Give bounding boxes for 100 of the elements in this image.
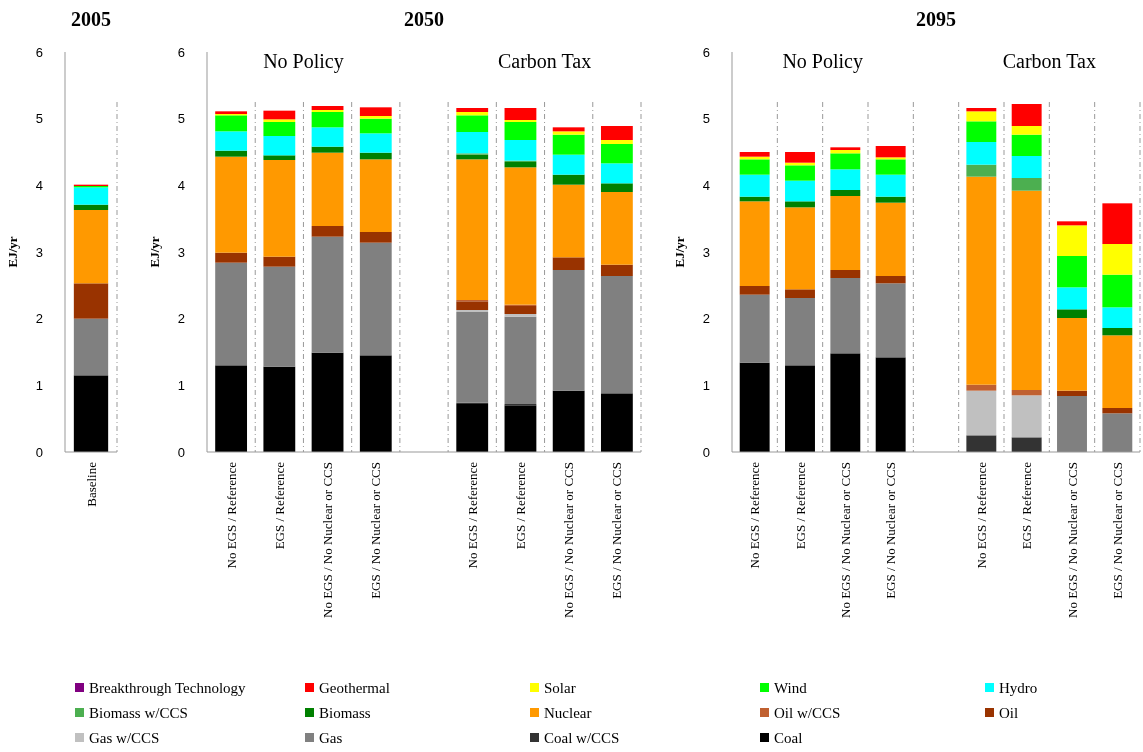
bar	[456, 108, 489, 112]
bar	[263, 266, 296, 367]
bar	[263, 155, 296, 160]
x-tick-label: EGS / No Nuclear or CCS	[883, 462, 899, 599]
bar	[552, 134, 585, 155]
bar	[600, 393, 633, 452]
bar	[1011, 390, 1042, 396]
x-tick-label: No EGS / Reference	[223, 461, 239, 569]
x-tick-label: No EGS / Reference	[464, 461, 480, 569]
bar	[73, 283, 109, 319]
bar	[830, 196, 861, 270]
bar	[1057, 390, 1087, 396]
legend-label: Solar	[544, 680, 576, 697]
bar	[785, 201, 815, 208]
bar	[215, 131, 248, 151]
bar	[456, 301, 489, 310]
bar	[263, 122, 296, 136]
bar	[739, 294, 770, 363]
y-axis-title: EJ/yr	[672, 236, 687, 268]
bar	[311, 106, 344, 110]
y-tick-label: 0	[35, 444, 43, 460]
legend-label: Oil	[999, 705, 1019, 722]
x-tick-label: EGS / Reference	[1019, 461, 1035, 550]
bar	[875, 157, 906, 160]
bar	[311, 226, 344, 237]
bar	[1057, 396, 1087, 452]
bar	[359, 159, 392, 232]
x-tick-label: No EGS / Reference	[747, 461, 763, 569]
bar	[552, 257, 585, 270]
bar	[1057, 318, 1087, 391]
bar	[1057, 309, 1087, 318]
y-axis-title: EJ/yr	[5, 236, 20, 268]
bar	[739, 174, 770, 197]
bar	[263, 119, 296, 122]
bar	[785, 180, 815, 202]
y-tick-label: 3	[177, 244, 185, 260]
bar	[359, 116, 392, 119]
bar	[504, 108, 537, 120]
legend-label: Breakthrough Technology	[89, 680, 247, 697]
y-tick-label: 5	[35, 111, 43, 127]
bar	[552, 127, 585, 132]
bar	[739, 362, 770, 452]
bar	[311, 112, 344, 128]
bar	[504, 140, 537, 161]
legend-label: Biomass	[319, 705, 371, 722]
bar	[552, 174, 585, 185]
bar	[263, 256, 296, 267]
y-tick-label: 4	[35, 177, 43, 193]
bar	[1102, 413, 1133, 452]
y-tick-label: 1	[702, 377, 710, 393]
bar	[1102, 328, 1133, 336]
bar	[263, 160, 296, 257]
bar	[830, 270, 861, 278]
bar	[830, 278, 861, 354]
bar	[1057, 221, 1087, 226]
bar	[504, 316, 537, 404]
bar	[830, 147, 861, 150]
bar	[966, 121, 997, 142]
bar	[1102, 408, 1133, 414]
bar	[875, 174, 906, 197]
bar	[359, 107, 392, 116]
bar	[73, 375, 109, 452]
bar	[311, 146, 344, 153]
bar	[1011, 437, 1042, 452]
bar	[1011, 156, 1042, 178]
bar	[875, 276, 906, 284]
bar	[785, 365, 815, 452]
bar	[1102, 244, 1133, 275]
bar	[552, 390, 585, 452]
y-tick-label: 1	[35, 377, 43, 393]
legend-label: Coal	[774, 730, 803, 747]
bar	[504, 162, 537, 168]
bar	[359, 242, 392, 356]
legend-label: Nuclear	[544, 705, 592, 722]
y-tick-label: 2	[702, 311, 710, 327]
legend-label: Coal w/CCS	[544, 730, 620, 747]
x-tick-label: Baseline	[83, 461, 99, 507]
bar	[552, 154, 585, 175]
x-tick-label: EGS / No Nuclear or CCS	[368, 462, 384, 599]
y-tick-label: 6	[177, 44, 185, 60]
bar	[552, 131, 585, 135]
bar	[785, 165, 815, 181]
bar	[600, 183, 633, 192]
legend-label: Hydro	[999, 680, 1038, 697]
bar	[875, 196, 906, 203]
bar	[359, 232, 392, 243]
y-tick-label: 5	[702, 111, 710, 127]
bar	[830, 353, 861, 452]
annotation: Carbon Tax	[497, 50, 592, 72]
y-tick-label: 6	[35, 44, 43, 60]
bar	[1102, 274, 1133, 308]
bar	[1057, 287, 1087, 310]
bar	[739, 159, 770, 175]
bar	[1011, 104, 1042, 126]
y-tick-label: 5	[177, 111, 185, 127]
bar	[215, 252, 248, 263]
bar	[966, 390, 997, 436]
chart-title: 2050	[404, 8, 444, 30]
bar	[215, 262, 248, 366]
y-tick-label: 3	[702, 244, 710, 260]
